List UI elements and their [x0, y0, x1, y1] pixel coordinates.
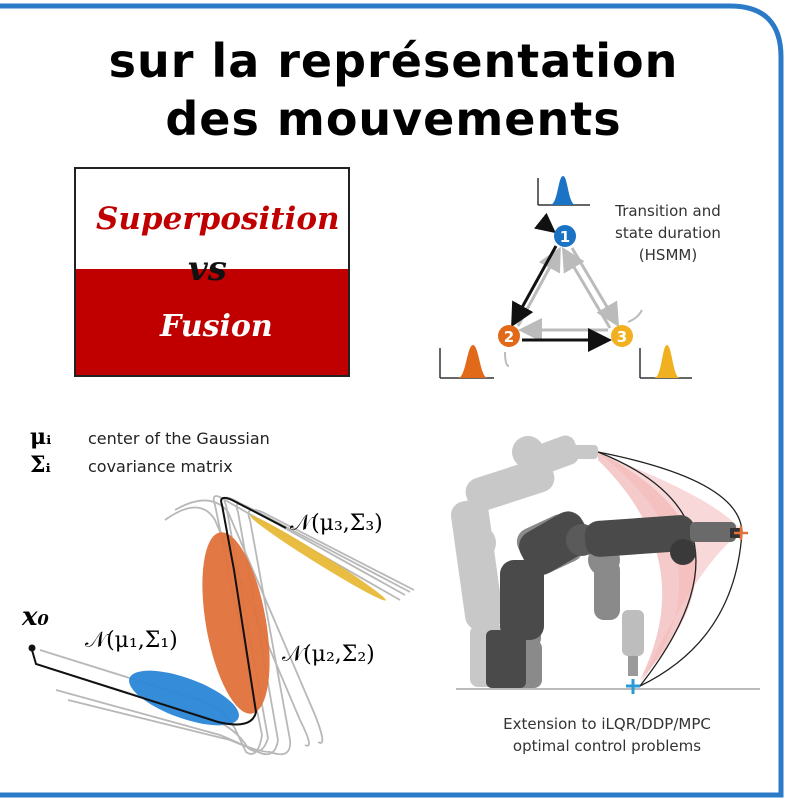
legend-sigma-text: covariance matrix: [88, 457, 233, 476]
robot-caption-line-1: Extension to iLQR/DDP/MPC: [503, 715, 711, 733]
legend-sigma: Σᵢ covariance matrix: [30, 452, 233, 478]
hsmm-caption-line-2: state duration: [615, 224, 721, 242]
duration-plot-1: [537, 176, 590, 206]
state-1-node: [554, 225, 576, 247]
gaussian-2-label: 𝒩(μ₂,Σ₂): [282, 642, 375, 667]
trajectory-band-inner: [600, 454, 742, 684]
trajectory-curve-2: [597, 451, 743, 533]
state-2-node: [498, 325, 520, 347]
duration-plot-3: [639, 345, 692, 379]
trajectory-curve-3: [639, 531, 743, 687]
trajectory-curve-1: [597, 451, 697, 687]
reproduced-trajectory: [31, 496, 287, 726]
legend-sigma-symbol: Σᵢ: [30, 452, 51, 478]
duration-plot-2: [439, 345, 494, 379]
state-3-node: [611, 325, 633, 347]
transition-3-1: [561, 246, 612, 329]
gaussian-1-ellipse: [129, 670, 239, 726]
hsmm-caption-line-1: Transition and: [615, 202, 721, 220]
legend-mu-symbol: μᵢ: [30, 424, 52, 450]
x0-label: x₀: [22, 602, 49, 632]
initial-arrow: [534, 212, 556, 234]
state-1-label: 1: [560, 228, 570, 246]
panel-middle-word: vs: [188, 249, 227, 289]
panel-top-word: Superposition: [96, 201, 340, 237]
panel-bottom-word: Fusion: [160, 309, 273, 344]
start-marker: [626, 679, 640, 694]
robot-caption-line-2: optimal control problems: [512, 737, 702, 755]
gaussian-1-label: 𝒩(μ₁,Σ₁): [85, 628, 178, 653]
title-line-1: sur la représentation: [108, 34, 679, 88]
title-line-2: des mouvements: [165, 92, 622, 146]
target-marker: [734, 526, 748, 540]
state-2-label: 2: [504, 328, 514, 346]
robot-caption: Extension to iLQR/DDP/MPC optimal contro…: [462, 713, 752, 757]
gaussian-2-ellipse: [202, 532, 270, 714]
gaussian-3-label: 𝒩(μ₃,Σ₃): [290, 511, 383, 536]
superposition-fusion-panel: Superposition vs Fusion: [74, 167, 350, 377]
robot-arm-dark: [486, 511, 742, 688]
legend-mu-text: center of the Gaussian: [88, 429, 270, 448]
hsmm-caption: Transition and state duration (HSMM): [598, 200, 738, 266]
state-3-label: 3: [617, 328, 627, 346]
gaussian-3-ellipse: [250, 515, 386, 601]
transition-1-2: [511, 245, 558, 328]
start-point: [28, 644, 36, 652]
hsmm-caption-line-3: (HSMM): [638, 246, 698, 264]
legend-mu: μᵢ center of the Gaussian: [30, 424, 270, 450]
